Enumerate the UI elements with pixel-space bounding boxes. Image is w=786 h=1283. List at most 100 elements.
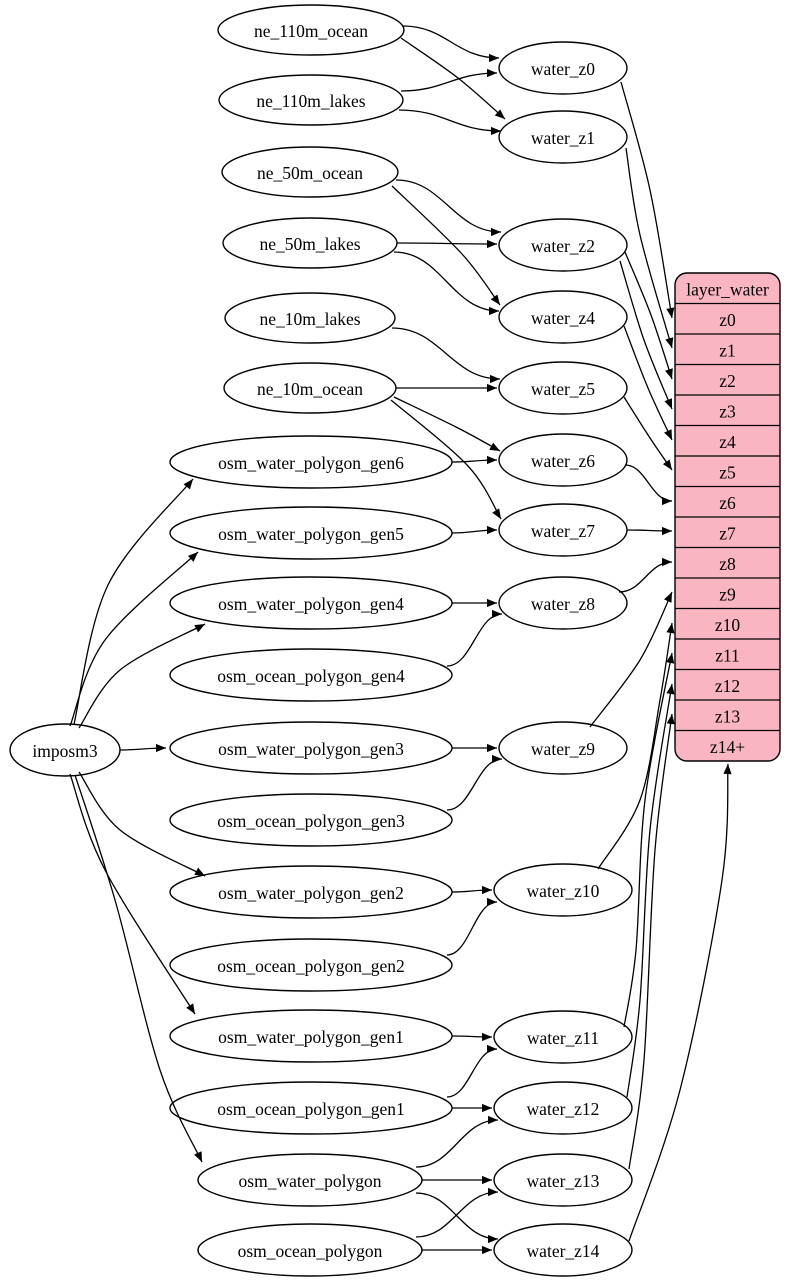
node-osm_water_polygon_gen3: osm_water_polygon_gen3 (169, 721, 453, 775)
node-label: ne_50m_lakes (259, 234, 360, 254)
table-row-z1: z1 (719, 340, 736, 360)
table-row-z9: z9 (719, 584, 736, 604)
node-label: osm_water_polygon_gen4 (218, 594, 404, 614)
node-ellipse (218, 74, 404, 126)
edge-imposm3-to-osm_water_polygon_gen2 (78, 771, 206, 877)
node-water_z4: water_z4 (498, 290, 628, 344)
table-row-z7: z7 (719, 523, 736, 543)
node-label: osm_water_polygon_gen3 (218, 739, 404, 759)
table-row-z0: z0 (719, 310, 736, 330)
node-water_z6: water_z6 (498, 433, 628, 487)
table-title: layer_water (686, 279, 769, 299)
node-water_z13: water_z13 (493, 1153, 633, 1207)
table-row-z5: z5 (719, 462, 736, 482)
node-ellipse (169, 793, 453, 847)
table-row-z4: z4 (719, 432, 736, 452)
edge-water_z6-to-layer_water-z6 (624, 464, 673, 506)
edge-ne_50m_lakes-to-water_z4 (393, 251, 500, 316)
node-osm_water_polygon_gen6: osm_water_polygon_gen6 (169, 435, 453, 489)
node-label: ne_10m_lakes (259, 309, 360, 329)
node-water_z9: water_z9 (498, 721, 628, 775)
edge-water_z5-to-layer_water-z5 (623, 396, 673, 471)
edge-osm_ocean_polygon-to-water_z13 (415, 1187, 499, 1238)
edge-osm_water_polygon_gen5-to-water_z7 (451, 525, 498, 535)
edge-water_z2-to-layer_water-z3 (619, 260, 673, 410)
node-label: osm_ocean_polygon_gen4 (217, 666, 405, 686)
node-label: water_z10 (527, 881, 600, 901)
edge-water_z7-to-layer_water-z7 (626, 526, 673, 536)
node-ellipse (217, 4, 405, 56)
node-ellipse (493, 1153, 633, 1207)
edge-ne_10m_ocean-to-water_z7 (390, 399, 502, 520)
edge-osm_ocean_polygon_gen3-to-water_z9 (446, 754, 503, 811)
node-ellipse (498, 110, 628, 164)
node-label: water_z6 (531, 451, 595, 471)
edge-water_z13-to-layer_water-z13 (628, 713, 675, 1170)
edge-osm_water_polygon-to-water_z12 (415, 1115, 499, 1168)
edge-ne_50m_ocean-to-water_z2 (395, 179, 502, 237)
edge-ne_10m_ocean-to-water_z6 (393, 396, 501, 452)
node-label: ne_110m_ocean (254, 21, 368, 41)
node-ne_50m_lakes: ne_50m_lakes (222, 217, 398, 269)
node-label: osm_ocean_polygon (238, 1241, 383, 1261)
node-label: osm_water_polygon_gen2 (218, 883, 404, 903)
table-row-z2: z2 (719, 371, 736, 391)
node-label: osm_water_polygon_gen5 (218, 524, 404, 544)
edge-water_z11-to-layer_water-z11 (623, 652, 675, 1028)
edge-imposm3-to-osm_water_polygon_gen5 (69, 551, 199, 727)
node-ne_110m_ocean: ne_110m_ocean (217, 4, 405, 56)
table-row-z8: z8 (719, 554, 736, 574)
edge-water_z9-to-layer_water-z9 (589, 591, 673, 728)
node-water_z7: water_z7 (498, 503, 628, 557)
node-ellipse (498, 41, 628, 95)
edge-water_z4-to-layer_water-z4 (623, 325, 673, 441)
node-ellipse (224, 292, 396, 344)
node-label: water_z7 (531, 521, 595, 541)
node-ellipse (498, 218, 628, 272)
node-ellipse (498, 433, 628, 487)
node-label: osm_ocean_polygon_gen2 (217, 956, 405, 976)
node-water_z11: water_z11 (493, 1010, 633, 1064)
edge-water_z8-to-layer_water-z8 (618, 557, 673, 593)
node-ellipse (498, 361, 628, 415)
table-row-z13: z13 (715, 706, 741, 726)
edge-water_z0-to-layer_water-z0 (620, 81, 675, 319)
node-osm_water_polygon_gen4: osm_water_polygon_gen4 (169, 576, 453, 630)
node-label: water_z0 (531, 59, 595, 79)
edge-ne_110m_ocean-to-water_z0 (402, 25, 500, 63)
node-label: osm_ocean_polygon_gen1 (217, 1099, 405, 1119)
node-label: water_z4 (531, 308, 595, 328)
node-label: osm_water_polygon_gen1 (218, 1027, 404, 1047)
edge-ne_50m_lakes-to-water_z2 (396, 239, 498, 249)
node-ellipse (169, 648, 453, 702)
node-osm_ocean_polygon_gen2: osm_ocean_polygon_gen2 (169, 938, 453, 992)
node-ne_10m_lakes: ne_10m_lakes (224, 292, 396, 344)
edge-osm_water_polygon_gen6-to-water_z6 (451, 455, 498, 465)
edge-water_z12-to-layer_water-z12 (626, 683, 675, 1098)
node-label: water_z11 (527, 1028, 599, 1048)
node-ellipse (221, 146, 399, 198)
node-osm_water_polygon_gen5: osm_water_polygon_gen5 (169, 506, 453, 560)
edge-water_z1-to-layer_water-z1 (625, 147, 674, 349)
node-label: water_z1 (531, 128, 595, 148)
node-ne_10m_ocean: ne_10m_ocean (223, 362, 397, 414)
node-ellipse (493, 1081, 633, 1135)
table-row-z14+: z14+ (710, 737, 745, 757)
table-layer-water: layer_water z0 z1 z2 z3 z4 z5 z6 z7 z8 z9 z10 z11 z12… (674, 272, 781, 762)
node-osm_water_polygon_gen1: osm_water_polygon_gen1 (169, 1009, 453, 1063)
table-row-z10: z10 (715, 615, 741, 635)
edge-ne_110m_lakes-to-water_z0 (400, 68, 498, 92)
node-label: water_z13 (527, 1171, 600, 1191)
edge-imposm3-to-osm_water_polygon_gen3 (119, 743, 167, 753)
table-row-z6: z6 (719, 493, 736, 513)
edge-imposm3-to-osm_water_polygon (74, 774, 203, 1163)
node-label: water_z9 (531, 739, 595, 759)
edge-osm_water_polygon_gen1-to-water_z11 (451, 1032, 493, 1042)
node-ellipse (498, 290, 628, 344)
table-row-z3: z3 (719, 401, 736, 421)
edge-water_z14-to-layer_water-z14+ (628, 763, 732, 1242)
node-water_z1: water_z1 (498, 110, 628, 164)
node-water_z8: water_z8 (498, 576, 628, 630)
node-label: osm_water_polygon (239, 1171, 382, 1191)
